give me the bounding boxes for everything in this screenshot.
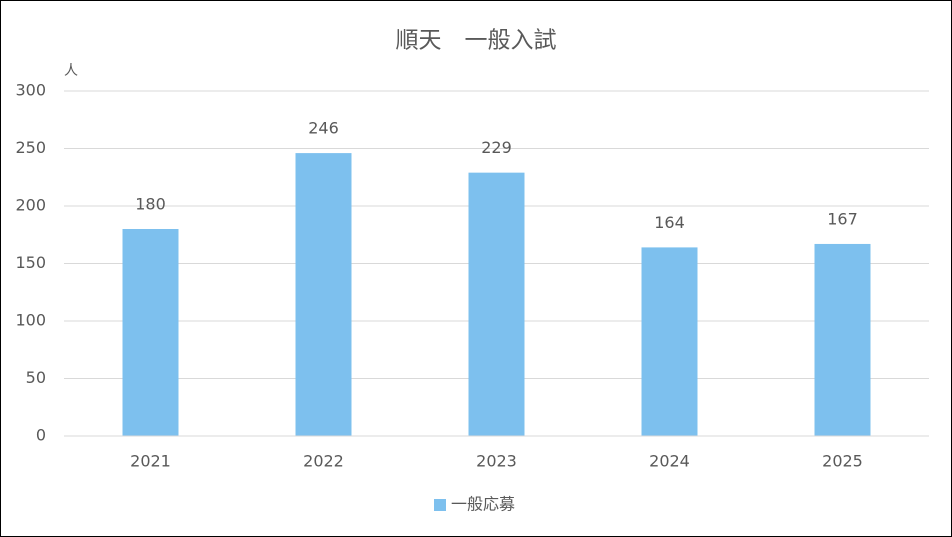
x-tick-label: 2022 — [303, 452, 344, 471]
x-tick-label: 2023 — [476, 452, 517, 471]
bar — [295, 153, 352, 436]
x-tick-label: 2025 — [822, 452, 863, 471]
y-tick-label: 300 — [15, 81, 46, 100]
y-tick-label: 100 — [15, 311, 46, 330]
bar — [122, 229, 179, 436]
y-axis-label: 人 — [64, 63, 78, 79]
y-tick-label: 150 — [15, 253, 46, 272]
x-tick-label: 2021 — [130, 452, 171, 471]
legend-label: 一般応募 — [451, 495, 515, 514]
bar — [641, 247, 698, 436]
data-label: 180 — [135, 195, 166, 214]
y-tick-label: 250 — [15, 138, 46, 157]
y-tick-label: 50 — [26, 368, 46, 387]
data-label: 229 — [481, 138, 512, 157]
data-label: 164 — [654, 213, 685, 232]
data-label: 246 — [308, 119, 339, 138]
legend-swatch — [434, 499, 446, 511]
y-tick-label: 200 — [15, 196, 46, 215]
bar — [468, 172, 525, 436]
chart-title: 順天 一般入試 — [396, 28, 557, 54]
x-tick-label: 2024 — [649, 452, 690, 471]
data-label: 167 — [827, 209, 858, 228]
y-tick-label: 0 — [36, 426, 46, 445]
bar — [814, 243, 871, 436]
